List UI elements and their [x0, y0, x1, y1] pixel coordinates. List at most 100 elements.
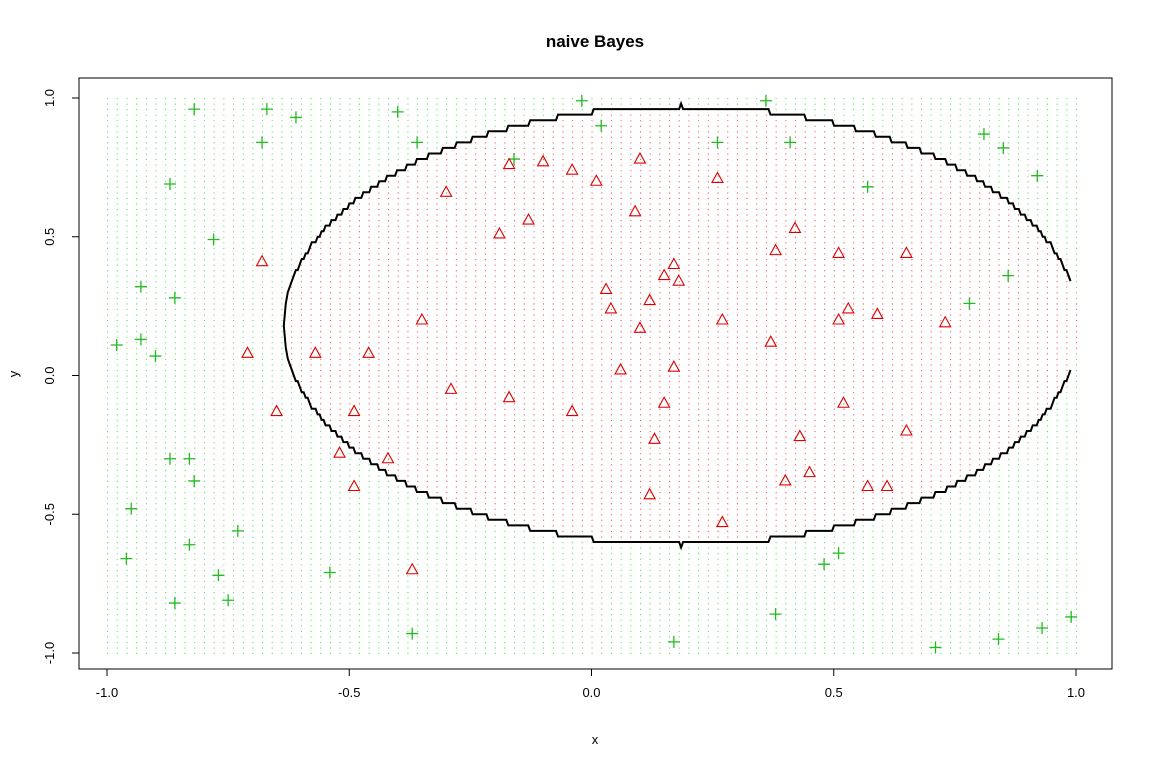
- point-triangle: [415, 312, 429, 325]
- point-triangle: [444, 382, 458, 394]
- x-tick-label: -0.5: [338, 685, 360, 700]
- y-tick-label: -1.0: [42, 642, 57, 664]
- point-triangle: [502, 157, 516, 170]
- point-plus: [784, 136, 797, 149]
- point-triangle: [565, 163, 579, 175]
- point-triangle: [657, 268, 671, 281]
- point-triangle: [769, 243, 783, 256]
- grid-dots-plus-region: [107, 98, 1078, 655]
- x-tick-label: 1.0: [1067, 685, 1085, 700]
- point-triangle: [899, 423, 913, 436]
- point-plus: [759, 94, 772, 107]
- point-triangle: [672, 274, 686, 286]
- point-plus: [149, 350, 162, 363]
- point-triangle: [270, 404, 284, 417]
- point-triangle: [255, 254, 269, 267]
- point-plus: [818, 558, 831, 571]
- point-triangle: [643, 487, 657, 500]
- y-tick-label: 0.5: [42, 228, 57, 246]
- point-plus: [125, 502, 138, 515]
- point-triangle: [788, 221, 802, 233]
- point-plus: [406, 627, 419, 640]
- point-triangle: [715, 312, 729, 325]
- point-triangle: [667, 360, 681, 372]
- point-triangle: [628, 204, 642, 217]
- point-plus: [997, 141, 1010, 154]
- point-plus: [667, 635, 680, 648]
- point-triangle: [793, 429, 807, 442]
- chart-title: naive Bayes: [546, 32, 644, 51]
- point-plus: [832, 547, 845, 560]
- point-triangle: [803, 465, 816, 478]
- x-tick-label: 0.0: [582, 685, 600, 700]
- point-triangle: [657, 396, 671, 408]
- point-triangle: [333, 446, 346, 458]
- point-plus: [711, 136, 724, 149]
- point-plus: [134, 333, 147, 346]
- point-triangle: [837, 396, 850, 408]
- data-points: [110, 94, 1078, 654]
- point-triangle: [536, 154, 550, 167]
- point-plus: [289, 111, 302, 124]
- point-plus: [207, 233, 220, 246]
- point-plus: [323, 566, 336, 579]
- point-triangle: [381, 451, 395, 464]
- point-triangle: [832, 312, 846, 325]
- x-tick-label: -1.0: [96, 685, 118, 700]
- point-triangle: [870, 307, 884, 319]
- decision-grid: [107, 98, 1078, 655]
- point-plus: [391, 105, 404, 118]
- point-triangle: [565, 404, 579, 417]
- point-triangle: [841, 301, 855, 314]
- x-axis-label: x: [592, 732, 599, 747]
- point-plus: [992, 633, 1005, 646]
- point-triangle: [643, 293, 657, 306]
- point-plus: [188, 103, 201, 116]
- point-plus: [861, 180, 874, 193]
- point-triangle: [938, 315, 952, 328]
- point-plus: [977, 128, 990, 141]
- point-plus: [134, 280, 147, 293]
- point-plus: [1031, 169, 1044, 182]
- point-triangle: [522, 212, 535, 225]
- point-plus: [183, 452, 196, 465]
- axes: -1.0 -0.5 0.0 0.5 1.0 -1.0 -0.5 0.0 0.5 1.0: [42, 89, 1085, 700]
- point-triangle: [347, 479, 361, 492]
- point-plus: [411, 136, 424, 149]
- point-triangle: [362, 346, 376, 358]
- point-triangle: [899, 246, 913, 258]
- point-plus: [183, 538, 196, 551]
- point-triangle: [347, 404, 361, 417]
- point-triangle: [861, 479, 875, 492]
- point-triangle: [633, 321, 647, 333]
- point-plus: [222, 594, 235, 607]
- point-triangle: [599, 282, 613, 295]
- point-triangle: [715, 515, 729, 528]
- point-plus: [595, 119, 608, 132]
- point-plus: [168, 597, 181, 610]
- y-tick-label: 0.0: [42, 366, 57, 384]
- y-tick-label: -0.5: [42, 503, 57, 525]
- point-triangle: [667, 257, 681, 270]
- point-plus: [231, 524, 244, 537]
- point-triangle: [439, 185, 453, 197]
- point-triangle: [502, 390, 516, 403]
- y-axis-label: y: [6, 370, 21, 377]
- point-triangle: [764, 335, 778, 347]
- point-triangle: [405, 562, 419, 575]
- point-plus: [929, 641, 942, 654]
- y-tick-label: 1.0: [42, 89, 57, 107]
- point-triangle: [711, 171, 724, 184]
- point-triangle: [493, 226, 506, 239]
- point-plus: [260, 103, 273, 116]
- point-plus: [188, 474, 201, 487]
- point-plus: [163, 452, 176, 465]
- point-plus: [963, 297, 976, 310]
- point-plus: [1002, 269, 1015, 282]
- point-plus: [769, 608, 782, 621]
- point-plus: [1065, 610, 1078, 623]
- point-triangle: [614, 362, 628, 375]
- point-plus: [163, 178, 176, 191]
- point-triangle: [633, 151, 647, 164]
